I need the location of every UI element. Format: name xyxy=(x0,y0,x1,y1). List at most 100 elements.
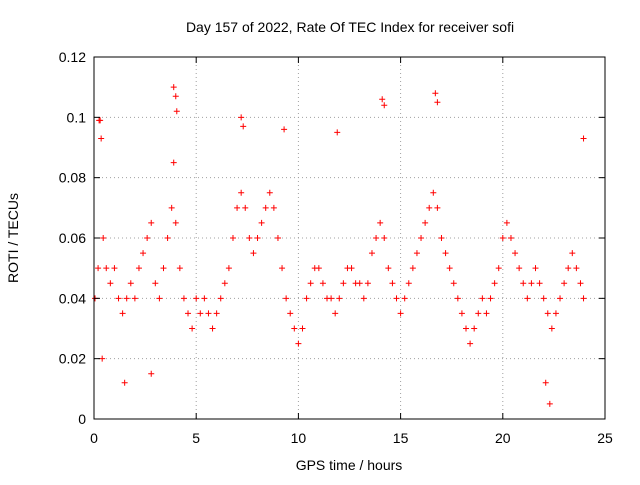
data-point xyxy=(189,325,196,332)
data-point xyxy=(348,265,355,272)
data-point xyxy=(328,295,335,302)
data-point xyxy=(229,235,236,241)
data-point xyxy=(471,325,478,332)
data-point xyxy=(240,123,247,130)
data-point xyxy=(454,295,461,302)
data-point xyxy=(291,325,298,332)
data-point xyxy=(389,280,396,287)
data-point xyxy=(170,159,177,166)
data-point xyxy=(546,400,553,407)
data-point xyxy=(144,235,151,241)
data-point xyxy=(96,117,103,124)
grid-layer xyxy=(94,57,605,419)
data-point xyxy=(185,310,192,317)
data-point xyxy=(385,265,392,272)
data-point xyxy=(246,235,253,241)
data-point xyxy=(580,295,587,302)
data-point xyxy=(115,295,122,302)
data-point xyxy=(307,280,314,287)
chart-title: Day 157 of 2022, Rate Of TEC Index for r… xyxy=(186,19,514,35)
data-point xyxy=(242,204,249,211)
y-tick-label: 0.08 xyxy=(59,170,86,186)
data-point xyxy=(217,295,224,302)
data-point xyxy=(170,84,177,91)
data-point xyxy=(405,280,412,287)
data-point xyxy=(336,295,343,302)
data-point xyxy=(148,370,155,377)
data-point xyxy=(197,310,204,317)
data-point xyxy=(520,280,527,287)
data-point xyxy=(577,280,584,287)
data-point xyxy=(487,295,494,302)
data-point xyxy=(401,295,408,302)
data-point xyxy=(495,265,502,272)
data-point xyxy=(512,250,519,257)
data-point xyxy=(540,295,547,302)
data-point xyxy=(100,235,107,241)
y-tick-label: 0.02 xyxy=(59,351,86,367)
data-point xyxy=(221,280,228,287)
data-point xyxy=(426,204,433,211)
data-point xyxy=(176,265,183,272)
x-tick-label: 25 xyxy=(597,430,613,446)
data-point xyxy=(148,219,155,226)
data-point xyxy=(98,135,105,142)
data-point xyxy=(491,280,498,287)
data-point xyxy=(299,325,306,332)
data-point xyxy=(156,295,163,302)
data-point xyxy=(168,204,175,211)
data-point xyxy=(413,250,420,257)
data-point xyxy=(121,379,128,386)
data-point xyxy=(107,280,114,287)
data-point xyxy=(458,310,465,317)
data-point xyxy=(463,325,470,332)
data-point xyxy=(281,126,288,133)
data-point xyxy=(430,189,437,196)
data-point xyxy=(356,280,363,287)
data-point xyxy=(295,340,302,347)
ticks-layer: 0 5 10 15 20 25 0 0.02 0.04 0.06 0.08 0.1 0.12 xyxy=(59,49,613,446)
data-point xyxy=(565,265,572,272)
data-point xyxy=(569,250,576,257)
data-point xyxy=(213,310,220,317)
data-point xyxy=(364,280,371,287)
data-point xyxy=(225,265,232,272)
y-tick-label: 0.12 xyxy=(59,49,86,65)
data-point xyxy=(393,295,400,302)
data-point xyxy=(368,250,375,257)
x-tick-label: 10 xyxy=(291,430,307,446)
data-point xyxy=(262,204,269,211)
data-point xyxy=(172,93,179,100)
data-point xyxy=(422,219,429,226)
x-tick-label: 5 xyxy=(192,430,200,446)
data-point xyxy=(95,265,102,272)
data-point xyxy=(528,280,535,287)
x-axis-title: GPS time / hours xyxy=(296,457,403,473)
data-point xyxy=(135,265,142,272)
data-point xyxy=(377,219,384,226)
y-axis-title: ROTI / TECUs xyxy=(5,193,21,283)
data-point xyxy=(524,295,531,302)
data-point xyxy=(516,265,523,272)
data-point xyxy=(173,108,180,115)
data-point xyxy=(238,189,245,196)
data-point xyxy=(127,280,134,287)
data-point xyxy=(397,310,404,317)
data-point xyxy=(319,280,326,287)
data-point xyxy=(315,265,322,272)
data-point xyxy=(548,325,555,332)
data-point xyxy=(552,310,559,317)
data-point xyxy=(303,295,310,302)
data-point xyxy=(287,310,294,317)
data-point xyxy=(180,295,187,302)
data-point xyxy=(164,235,171,241)
y-tick-label: 0.1 xyxy=(67,109,87,125)
data-point xyxy=(99,355,106,362)
data-point xyxy=(254,235,261,241)
data-point xyxy=(193,295,200,302)
data-point xyxy=(131,295,138,302)
data-point xyxy=(379,96,386,103)
y-tick-label: 0 xyxy=(78,411,86,427)
y-tick-label: 0.06 xyxy=(59,230,86,246)
data-point xyxy=(266,189,273,196)
